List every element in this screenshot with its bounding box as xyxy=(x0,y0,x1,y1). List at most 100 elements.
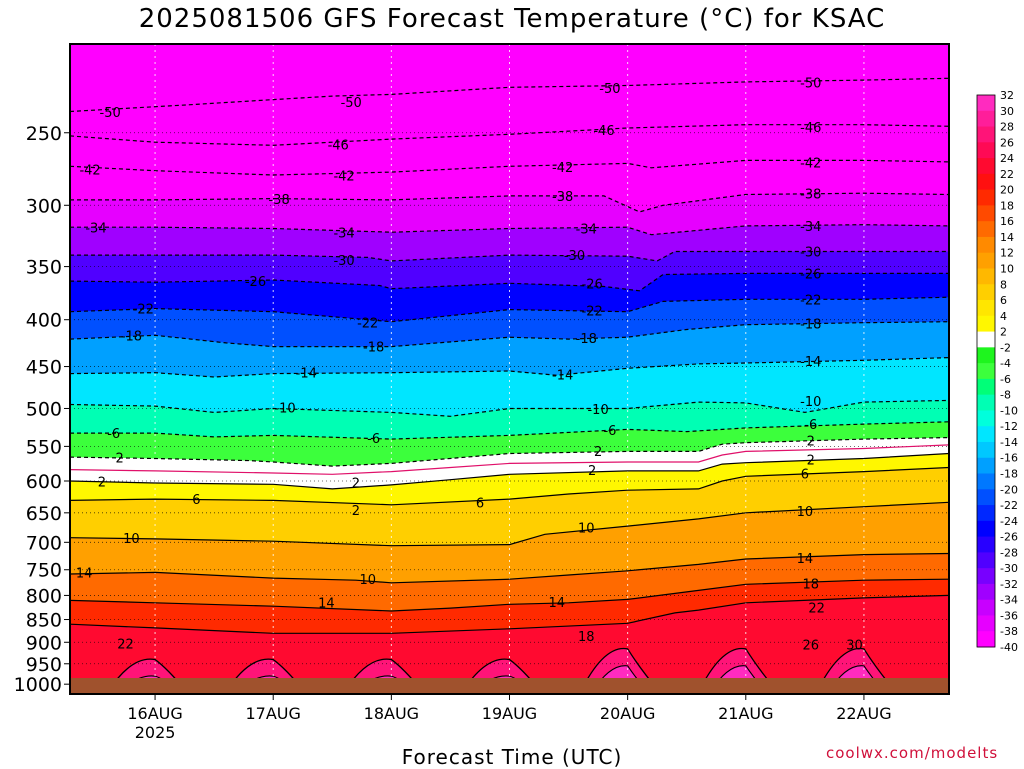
pressure-axis: 2503003504004505005506006507007508008509… xyxy=(14,123,70,696)
y-tick-label: 950 xyxy=(26,654,62,676)
colorbar-label: 20 xyxy=(1000,184,1014,197)
colorbar-swatch xyxy=(977,95,995,112)
contour-label: -6 xyxy=(107,427,120,442)
contour-label: -50 xyxy=(341,96,362,111)
y-tick-label: 700 xyxy=(26,532,62,554)
colorbar-swatch xyxy=(977,126,995,143)
colorbar-swatch xyxy=(977,173,995,191)
colorbar-label: 32 xyxy=(1000,89,1014,102)
colorbar-swatch xyxy=(977,568,995,585)
colorbar-label: -32 xyxy=(1000,578,1018,591)
colorbar-label: 28 xyxy=(1000,121,1014,134)
contour-label: 10 xyxy=(123,532,140,547)
colorbar-swatch xyxy=(977,378,995,396)
x-tick-label: 21AUG xyxy=(718,704,773,723)
colorbar-swatch xyxy=(977,441,995,459)
colorbar-label: 24 xyxy=(1000,152,1014,165)
grid-lines xyxy=(70,44,949,694)
colorbar-label: -12 xyxy=(1000,420,1018,433)
chart-title: 2025081506 GFS Forecast Temperature (°C)… xyxy=(138,4,886,34)
colorbar-label: 6 xyxy=(1000,294,1007,307)
y-tick-label: 550 xyxy=(26,436,62,458)
colorbar-swatch xyxy=(977,426,995,443)
contour-label: 30 xyxy=(846,638,863,653)
contour-label: -42 xyxy=(79,164,100,179)
contour-label: -30 xyxy=(564,249,585,264)
colorbar-swatch xyxy=(977,252,995,269)
contour-label: -30 xyxy=(333,254,354,269)
contour-label: -34 xyxy=(85,221,106,236)
y-tick-label: 600 xyxy=(26,471,62,493)
contour-label: -26 xyxy=(582,277,603,292)
contour-label: -10 xyxy=(587,403,608,418)
colorbar-label: -6 xyxy=(1000,373,1011,386)
colorbar-swatch xyxy=(977,410,995,427)
x-tick-label: 19AUG xyxy=(482,704,537,723)
isotherm--6 xyxy=(70,421,949,440)
ground-strip xyxy=(70,678,949,694)
contour-label: -38 xyxy=(800,188,821,203)
y-tick-label: 900 xyxy=(26,632,62,654)
contour-label: 2 xyxy=(352,504,360,519)
x-tick-label: 20AUG xyxy=(600,704,655,723)
contour-label: 14 xyxy=(548,596,565,611)
y-tick-label: 1000 xyxy=(14,674,62,696)
contour-label: -6 xyxy=(367,432,380,447)
x-tick-label: 16AUG xyxy=(127,704,182,723)
colorbar-swatch xyxy=(977,489,995,506)
contour-label: -26 xyxy=(245,275,266,290)
colorbar-label: -38 xyxy=(1000,625,1018,638)
contour-label: -46 xyxy=(593,124,614,139)
colorbar-swatch xyxy=(977,331,995,348)
x-tick-label: 18AUG xyxy=(364,704,419,723)
y-tick-label: 800 xyxy=(26,585,62,607)
colorbar-label: 14 xyxy=(1000,231,1014,244)
isotherm-10 xyxy=(70,501,949,547)
isotherm--22 xyxy=(70,296,949,323)
colorbar-label: 22 xyxy=(1000,168,1014,181)
colorbar-label: 4 xyxy=(1000,310,1007,323)
colorbar-label: -4 xyxy=(1000,357,1011,370)
isotherm--18 xyxy=(70,321,949,348)
contour-label: -22 xyxy=(800,293,821,308)
contour-label: -18 xyxy=(576,332,597,347)
colorbar-swatch xyxy=(977,110,995,128)
colorbar-swatch xyxy=(977,363,995,380)
colorbar-label: -36 xyxy=(1000,609,1018,622)
contour-label: -22 xyxy=(133,303,154,318)
colorbar-swatch xyxy=(977,536,995,553)
contour-label: -42 xyxy=(800,156,821,171)
isotherm--38 xyxy=(70,192,949,213)
colorbar-swatch xyxy=(977,520,995,538)
colorbar-swatch xyxy=(977,394,995,411)
contour-label: -38 xyxy=(552,190,573,205)
colorbar-label: -22 xyxy=(1000,499,1018,512)
contour-label: -34 xyxy=(576,223,597,238)
colorbar-label: 8 xyxy=(1000,278,1007,291)
colorbar-label: 12 xyxy=(1000,247,1014,260)
x-tick-label: 22AUG xyxy=(836,704,891,723)
contour-label: -14 xyxy=(800,355,821,370)
y-tick-label: 850 xyxy=(26,610,62,632)
contour-label: 2 xyxy=(98,475,106,490)
colorbar-swatch xyxy=(977,347,995,364)
colorbar: 32 30 28 26 24 22 20 18 16 14 12 10 8 6 4 2 -2 -4 -6 -8 -10 -… xyxy=(976,89,1018,654)
contour-label: -26 xyxy=(800,267,821,282)
colorbar-frame xyxy=(976,94,996,648)
contour-label: -18 xyxy=(121,329,142,344)
colorbar-label: -14 xyxy=(1000,436,1018,449)
contour-label: 18 xyxy=(578,630,595,645)
isotherm--34 xyxy=(70,224,949,236)
contour-label: -42 xyxy=(333,169,354,184)
y-tick-label: 500 xyxy=(26,398,62,420)
contour-label: -34 xyxy=(800,220,821,235)
isotherm--14 xyxy=(70,357,949,378)
colorbar-swatch xyxy=(977,615,995,632)
contour-label: -46 xyxy=(800,121,821,136)
colorbar-swatch xyxy=(977,205,995,222)
watermark: coolwx.com/modelts xyxy=(826,744,999,762)
isotherm--10 xyxy=(70,399,949,417)
contour-label: -34 xyxy=(333,226,354,241)
contour-label: -18 xyxy=(363,341,384,356)
